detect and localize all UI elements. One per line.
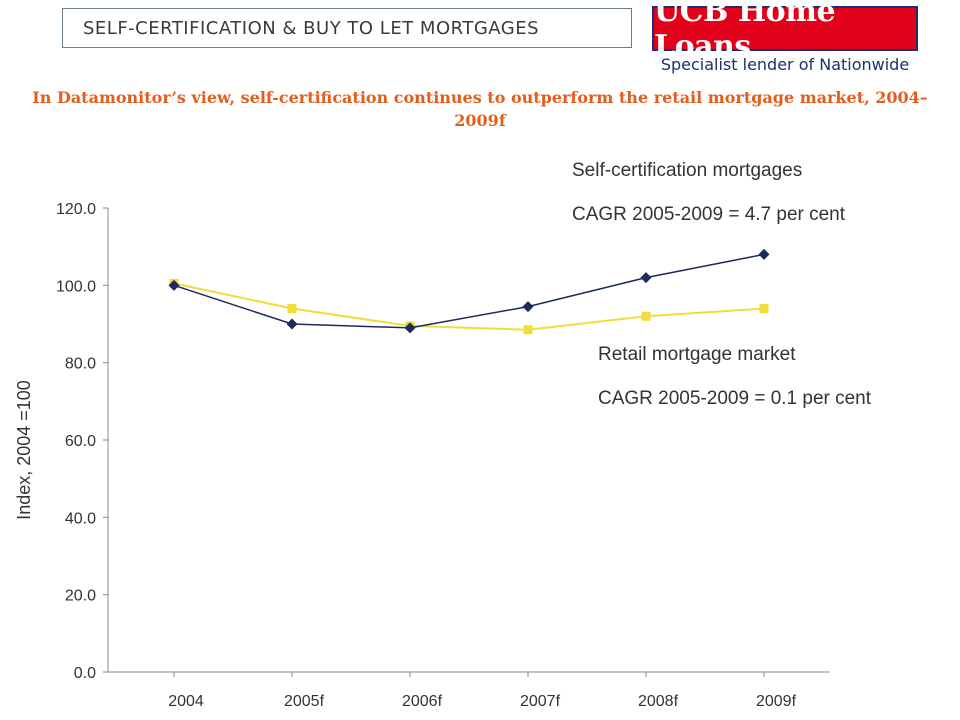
x-tick-label: 2005f: [284, 693, 325, 710]
data-point: [523, 325, 533, 335]
series-annotation-cagr: CAGR 2005-2009 = 0.1 per cent: [598, 388, 872, 409]
data-point: [404, 322, 416, 334]
x-tick-label: 2007f: [520, 693, 561, 710]
y-tick-label: 120.0: [56, 201, 96, 218]
chart-title: In Datamonitor’s view, self-certificatio…: [32, 88, 928, 130]
data-point: [287, 304, 297, 314]
y-axis-label: Index, 2004 =100: [14, 380, 34, 520]
data-point: [168, 279, 180, 291]
logo-tagline: Specialist lender of Nationwide: [660, 55, 910, 74]
data-point: [640, 272, 652, 284]
ucb-logo: UCB Home Loans Specialist lender of Nati…: [652, 0, 918, 74]
y-tick-label: 60.0: [65, 433, 96, 450]
chart-axes: 0.0 20.0 40.0 60.0 80.0 100.0 120.0 2004 2005f 20…: [14, 201, 830, 710]
logo-box: UCB Home Loans: [652, 0, 918, 64]
series-line: [173, 253, 765, 329]
series-annotation-cagr: CAGR 2005-2009 = 4.7 per cent: [572, 204, 846, 225]
x-tick-label: 2009f: [756, 693, 797, 710]
data-point: [522, 301, 534, 313]
y-tick-label: 80.0: [65, 356, 96, 373]
y-tick-label: 100.0: [56, 278, 96, 295]
data-point: [759, 304, 769, 314]
y-tick-label: 0.0: [74, 665, 96, 682]
series-annotation-label: Self-certification mortgages: [572, 160, 802, 181]
y-tick-label: 20.0: [65, 588, 96, 605]
x-tick-label: 2006f: [402, 693, 443, 710]
data-point: [286, 318, 298, 330]
series-annotation-label: Retail mortgage market: [598, 344, 796, 365]
series-line: [173, 282, 765, 331]
x-tick-label: 2004: [168, 693, 204, 710]
chart-annotations: Self-certification mortgages CAGR 2005-20…: [572, 160, 872, 409]
header-box: SELF-CERTIFICATION & BUY TO LET MORTGAGE…: [62, 8, 632, 48]
data-point: [641, 311, 651, 321]
data-point: [758, 248, 770, 260]
chart-series: [168, 248, 770, 335]
header-title: SELF-CERTIFICATION & BUY TO LET MORTGAGE…: [83, 17, 540, 39]
logo-name: UCB Home Loans: [654, 0, 836, 64]
y-tick-label: 40.0: [65, 510, 96, 527]
x-tick-label: 2008f: [638, 693, 679, 710]
